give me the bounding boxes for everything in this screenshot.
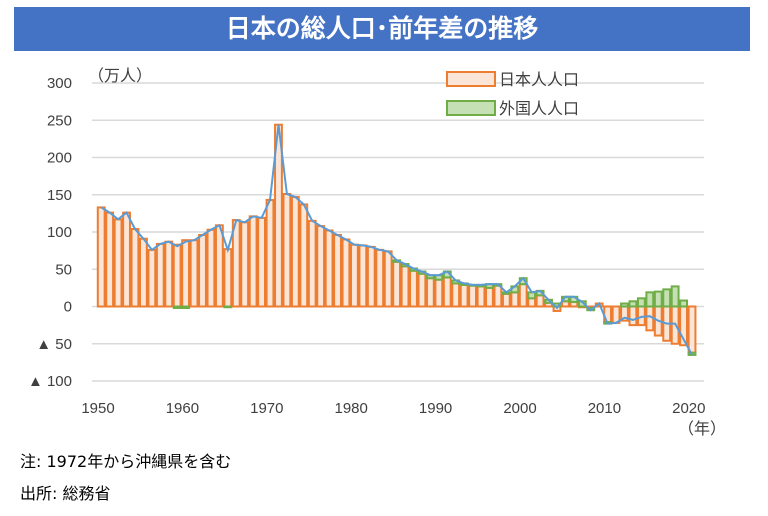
legend-label-foreign: 外国人人口 — [499, 99, 579, 118]
y-tick-label: 250 — [47, 112, 72, 129]
bar-japanese-1980 — [350, 243, 359, 308]
bar-japanese-1989 — [425, 277, 435, 308]
bar-foreign-2015 — [645, 291, 655, 308]
bar-japanese-1950 — [96, 206, 106, 308]
bar-japanese-1999 — [510, 291, 520, 308]
bar-japanese-1986 — [400, 265, 410, 308]
y-axis-unit: （万人） — [88, 66, 152, 85]
bar-japanese-1977 — [324, 229, 334, 308]
bar-foreign-1959 — [172, 305, 182, 309]
x-tick-label: 2010 — [588, 400, 621, 417]
bar-japanese-1956 — [147, 248, 157, 308]
bar-japanese-1975 — [307, 219, 317, 308]
bar-foreign-1960 — [181, 305, 191, 309]
legend-swatch-japanese — [446, 71, 496, 87]
note-source: 出所: 総務省 — [20, 484, 111, 503]
bar-japanese-1981 — [358, 244, 368, 308]
bar-japanese-1963 — [206, 228, 216, 308]
total-line — [100, 124, 693, 356]
y-tick-label: 300 — [47, 75, 72, 92]
bar-japanese-1961 — [189, 239, 199, 308]
chart-title: 日本の総人口･前年差の推移 — [14, 7, 750, 51]
bar-japanese-1995 — [476, 285, 486, 308]
bar-japanese-1974 — [299, 203, 309, 308]
bar-japanese-1997 — [493, 284, 503, 308]
bar-japanese-1957 — [155, 242, 165, 308]
legend-label-japanese: 日本人人口 — [499, 70, 579, 89]
legend-swatch-foreign — [446, 100, 496, 116]
bar-japanese-1952 — [113, 218, 123, 308]
bar-japanese-2001 — [527, 297, 537, 308]
x-tick-label: 1960 — [166, 400, 199, 417]
x-tick-label: 2020 — [672, 400, 705, 417]
y-tick-label: 50 — [55, 261, 72, 278]
y-tick-label: 0 — [64, 299, 72, 316]
bar-japanese-1996 — [485, 286, 494, 308]
y-tick-label: ▲ 100 — [28, 373, 72, 390]
bar-japanese-1954 — [130, 228, 140, 308]
bar-japanese-1988 — [417, 272, 427, 308]
bar-japanese-1970 — [265, 198, 275, 308]
bar-japanese-1984 — [383, 250, 393, 308]
bar-foreign-2019 — [679, 299, 688, 308]
x-axis-unit: （年） — [678, 419, 726, 438]
bar-foreign-2018 — [670, 285, 680, 308]
y-tick-label: 200 — [47, 150, 72, 167]
bar-japanese-1978 — [333, 233, 342, 308]
y-tick-label: 100 — [47, 224, 72, 241]
y-tick-label: 150 — [47, 187, 72, 204]
x-tick-label: 1950 — [81, 400, 114, 417]
bar-japanese-1973 — [290, 195, 300, 308]
bar-japanese-1972 — [282, 193, 292, 308]
bar-japanese-1985 — [392, 260, 402, 308]
x-tick-label: 1990 — [419, 400, 452, 417]
bar-japanese-1967 — [240, 221, 250, 308]
bar-foreign-2016 — [653, 290, 663, 308]
bar-japanese-1958 — [164, 240, 174, 308]
bar-japanese-1992 — [451, 282, 461, 308]
bar-foreign-2013 — [628, 300, 638, 308]
bar-japanese-1987 — [409, 269, 418, 308]
bar-japanese-1982 — [366, 245, 376, 308]
bar-japanese-1983 — [375, 248, 385, 308]
bar-japanese-1960 — [181, 239, 191, 308]
bar-japanese-1969 — [257, 216, 267, 308]
bar-japanese-1953 — [122, 211, 131, 308]
bar-japanese-1968 — [248, 215, 258, 308]
bar-japanese-1951 — [105, 211, 115, 308]
bar-japanese-2000 — [518, 283, 528, 308]
bar-japanese-1993 — [459, 283, 469, 308]
bar-japanese-2013 — [628, 305, 638, 327]
bar-japanese-2002 — [535, 294, 545, 308]
bar-japanese-1994 — [468, 284, 478, 308]
bar-japanese-1991 — [442, 276, 452, 308]
x-tick-label: 2000 — [503, 400, 536, 417]
bar-foreign-2017 — [662, 288, 672, 308]
bar-japanese-1965 — [223, 248, 233, 308]
x-tick-label: 1980 — [335, 400, 368, 417]
bar-foreign-1965 — [223, 305, 233, 309]
bar-foreign-2014 — [636, 297, 646, 308]
bar-japanese-1998 — [501, 292, 511, 308]
bar-japanese-1964 — [214, 224, 224, 308]
bar-japanese-1990 — [434, 278, 444, 308]
bar-japanese-1979 — [341, 238, 351, 308]
bar-japanese-1976 — [316, 225, 326, 308]
bar-japanese-1962 — [198, 233, 207, 308]
bar-japanese-1966 — [231, 219, 241, 308]
y-tick-label: ▲ 50 — [36, 336, 72, 353]
bar-foreign-2012 — [620, 302, 629, 308]
bar-japanese-2020 — [687, 305, 697, 354]
note-okinawa: 注: 1972年から沖縄県を含む — [20, 452, 232, 471]
x-tick-label: 1970 — [250, 400, 283, 417]
bar-japanese-1959 — [172, 243, 182, 308]
bar-japanese-1955 — [139, 237, 148, 308]
